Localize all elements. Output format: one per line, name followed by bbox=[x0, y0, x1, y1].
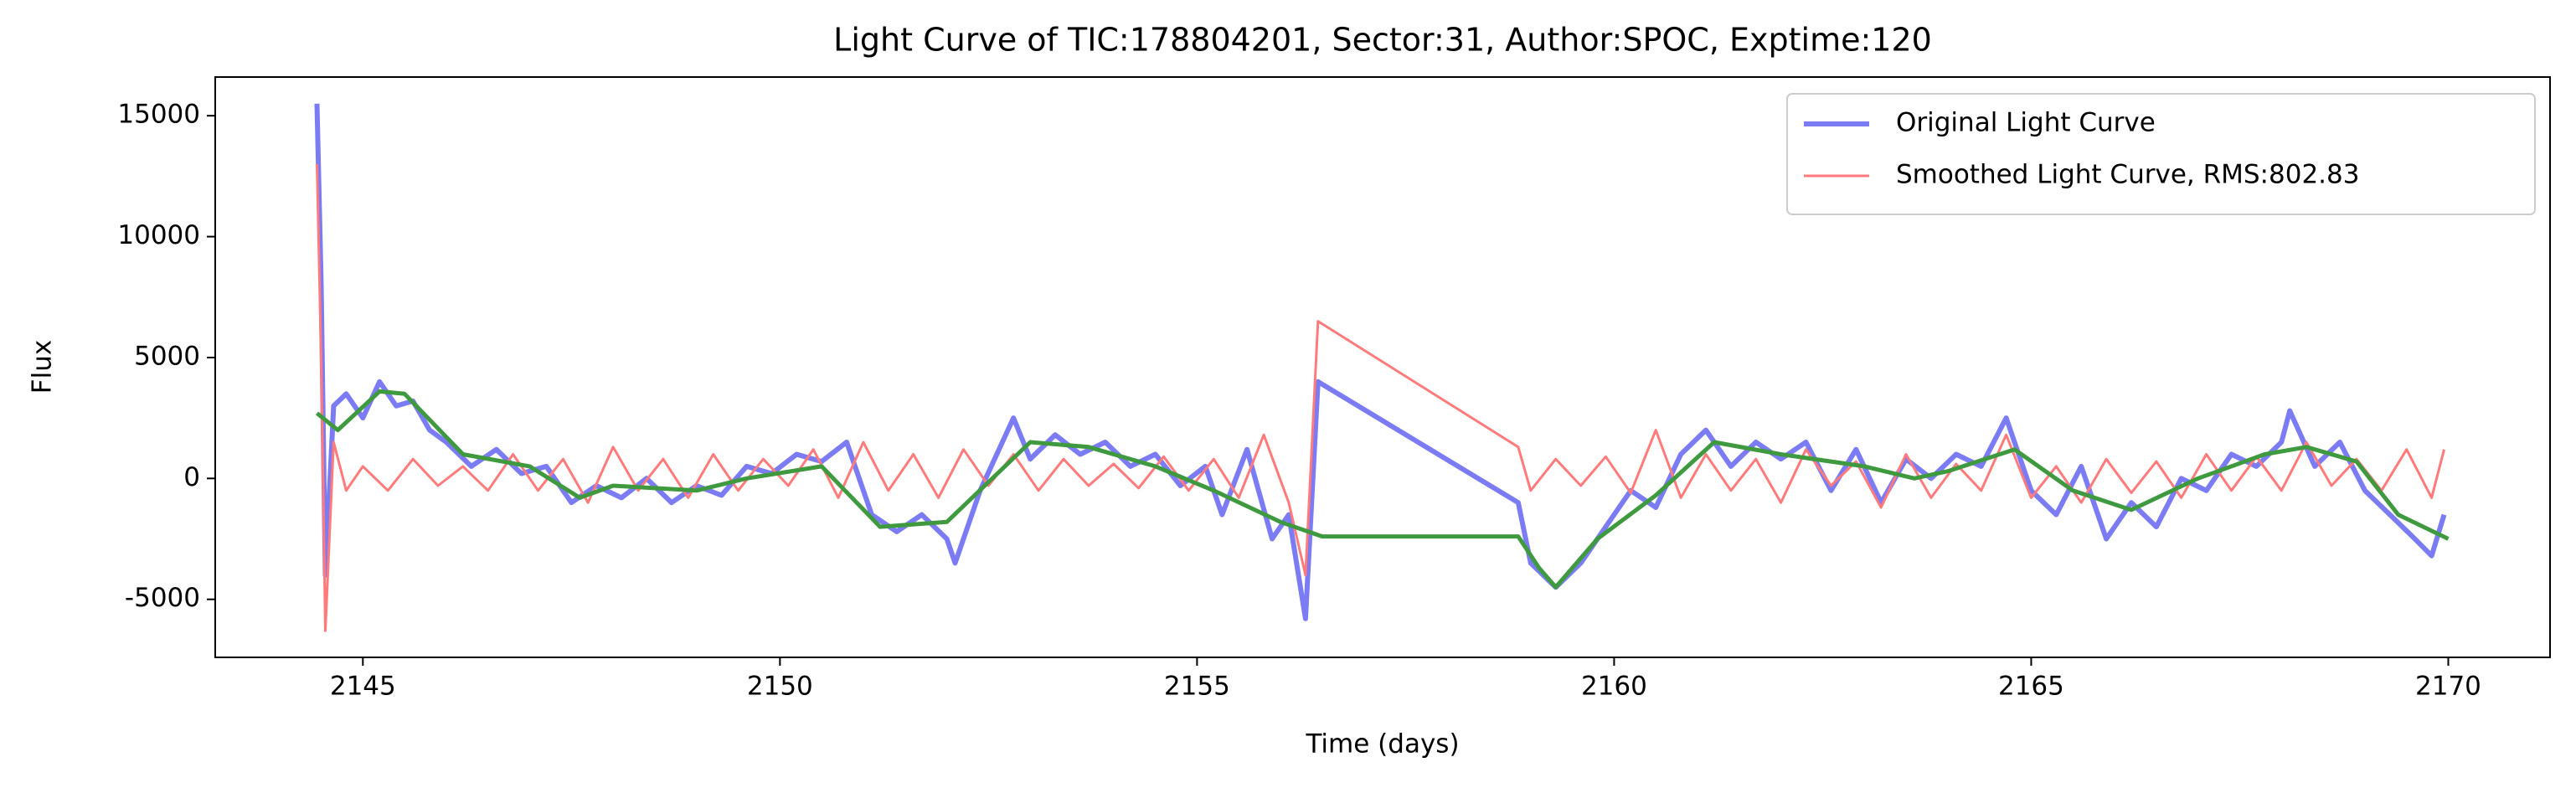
series-line bbox=[316, 163, 2445, 632]
x-tick-label: 2150 bbox=[747, 672, 813, 702]
y-tick-label: 5000 bbox=[134, 341, 200, 371]
x-tick-label: 2170 bbox=[2415, 672, 2481, 702]
plot-frame bbox=[214, 76, 2551, 658]
x-tick-label: 2145 bbox=[330, 672, 396, 702]
series-line bbox=[315, 389, 2450, 590]
x-tick-label: 2165 bbox=[1998, 672, 2064, 702]
legend-label: Original Light Curve bbox=[1896, 108, 2156, 138]
y-tick-label: 10000 bbox=[117, 220, 200, 250]
y-tick-label: 0 bbox=[183, 462, 200, 492]
x-tick-label: 2160 bbox=[1581, 672, 1647, 702]
legend-label: Smoothed Light Curve, RMS:802.83 bbox=[1896, 160, 2359, 190]
x-axis-label: Time (days) bbox=[1305, 729, 1459, 760]
x-tick-label: 2155 bbox=[1164, 672, 1230, 702]
chart-title: Light Curve of TIC:178804201, Sector:31,… bbox=[833, 22, 1932, 59]
y-axis-label: Flux bbox=[28, 340, 58, 394]
legend-box bbox=[1786, 93, 2536, 215]
y-tick-label: 15000 bbox=[117, 100, 200, 130]
y-tick-label: -5000 bbox=[125, 583, 200, 613]
